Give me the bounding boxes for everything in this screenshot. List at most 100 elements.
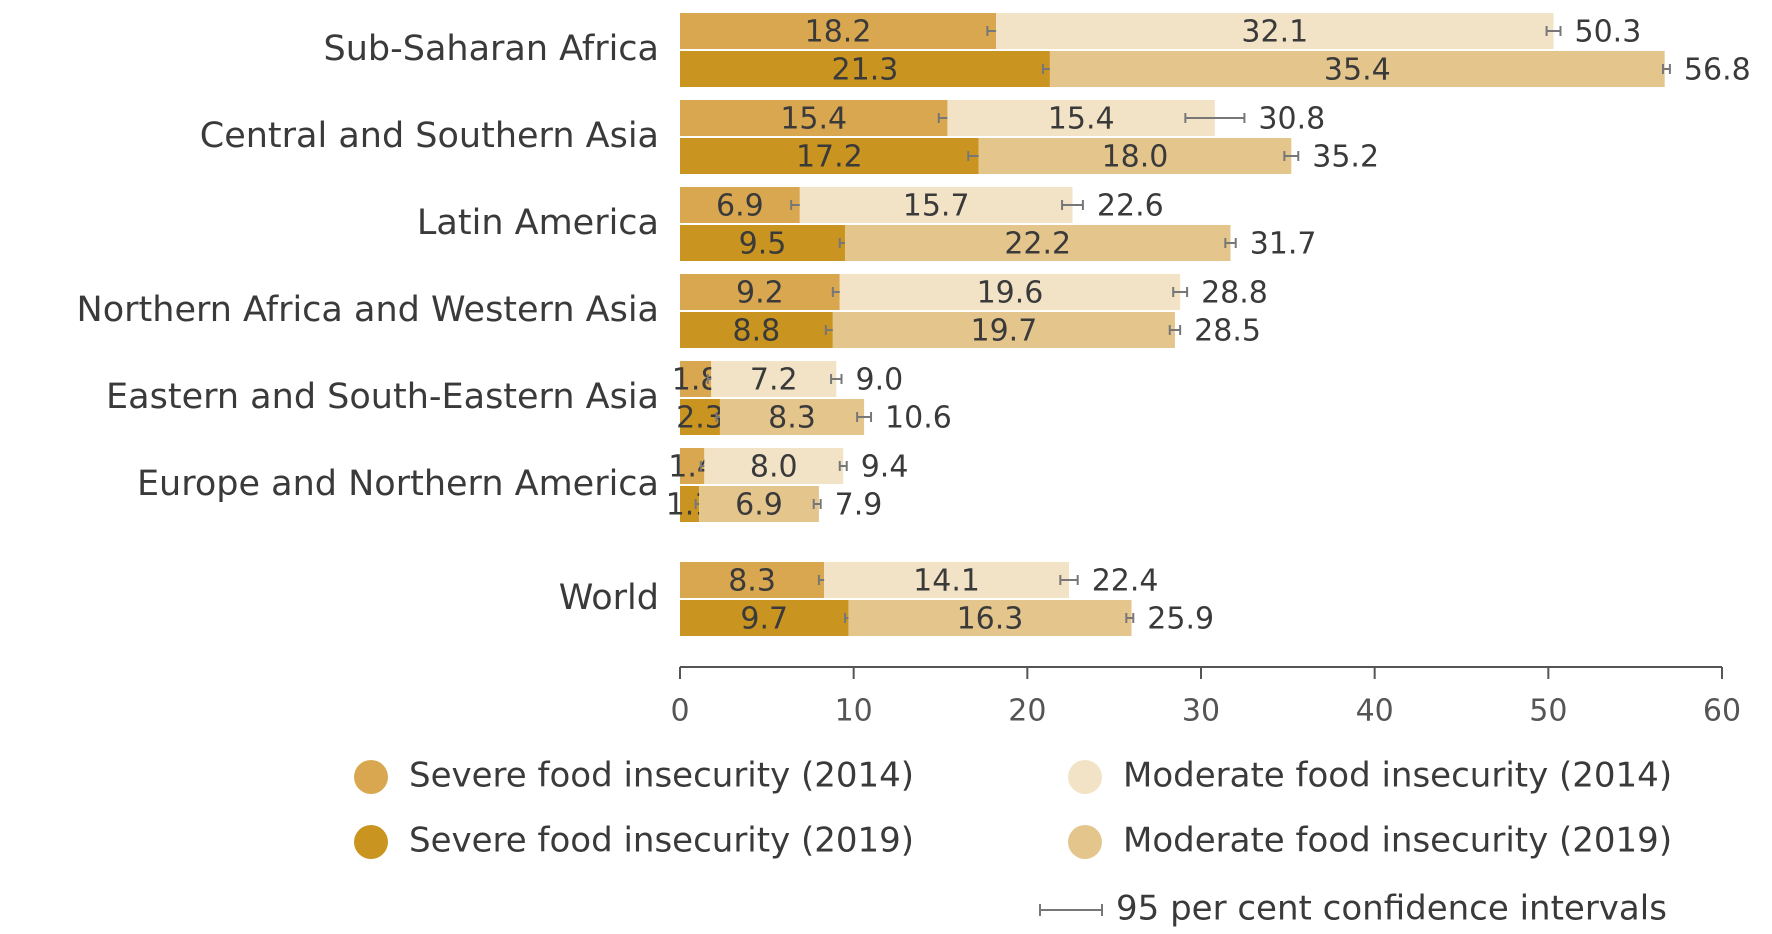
error-bar <box>830 374 843 384</box>
bar-segment <box>680 361 712 397</box>
legend-swatch <box>354 825 388 859</box>
legend-swatch <box>1068 760 1102 794</box>
bar-segment <box>680 225 845 261</box>
legend-label: 95 per cent confidence intervals <box>1116 889 1667 929</box>
error-bar <box>838 461 848 471</box>
bar-segment <box>680 600 849 636</box>
value-label: 17.2 <box>796 140 863 175</box>
total-label: 9.0 <box>856 363 904 398</box>
value-label: 6.9 <box>735 488 783 523</box>
value-label: 15.4 <box>1048 102 1115 137</box>
legend-swatch <box>1068 825 1102 859</box>
value-label: 9.5 <box>739 227 787 262</box>
total-label: 9.4 <box>861 450 909 485</box>
error-bar <box>1059 575 1079 585</box>
value-label: 8.0 <box>750 450 798 485</box>
error-bar <box>1061 200 1084 210</box>
value-label: 8.3 <box>728 564 776 599</box>
bar-segment <box>848 600 1132 636</box>
category-label: Central and Southern Asia <box>200 116 659 156</box>
value-label: 8.8 <box>733 314 781 349</box>
total-label: 31.7 <box>1250 227 1317 262</box>
bar-segment <box>680 486 700 522</box>
x-tick-label: 20 <box>1008 694 1046 729</box>
bar-segment <box>680 138 979 174</box>
bar-segment <box>824 562 1070 598</box>
value-label: 35.4 <box>1324 53 1391 88</box>
category-label: World <box>559 578 659 618</box>
value-label: 9.2 <box>736 276 784 311</box>
error-bar <box>1172 287 1189 297</box>
bar-segment <box>680 312 833 348</box>
value-label: 8.3 <box>768 401 816 436</box>
error-bar <box>1224 238 1237 248</box>
bar-segment <box>839 274 1181 310</box>
error-bar <box>1545 26 1562 36</box>
bar-segment <box>832 312 1175 348</box>
bar-segment <box>680 51 1050 87</box>
bar-segment <box>699 486 819 522</box>
legend-label: Moderate food insecurity (2014) <box>1123 756 1672 796</box>
category-label: Sub-Saharan Africa <box>323 29 659 69</box>
bar-segment <box>680 100 948 136</box>
category-label: Eastern and South-Eastern Asia <box>106 377 659 417</box>
bar-segment <box>844 225 1231 261</box>
bar-segment <box>1049 51 1665 87</box>
category-label: Europe and Northern America <box>137 464 659 504</box>
total-label: 56.8 <box>1684 53 1751 88</box>
legend-label: Moderate food insecurity (2019) <box>1123 821 1672 861</box>
bar-segment <box>680 274 840 310</box>
legend-label: Severe food insecurity (2019) <box>409 821 914 861</box>
bar-segment <box>711 361 837 397</box>
bar-segment <box>719 399 865 435</box>
bar-segment <box>704 448 844 484</box>
x-tick-label: 10 <box>835 694 873 729</box>
value-label: 6.9 <box>716 189 764 224</box>
bar-segment <box>996 13 1554 49</box>
error-bar <box>1184 113 1246 123</box>
value-label: 15.4 <box>780 102 847 137</box>
error-bar <box>856 412 873 422</box>
x-tick-label: 0 <box>670 694 689 729</box>
error-bar <box>1661 64 1671 74</box>
error-bar <box>1168 325 1182 335</box>
bar-segment <box>978 138 1292 174</box>
value-label: 16.3 <box>957 602 1024 637</box>
x-tick-label: 50 <box>1529 694 1567 729</box>
value-label: 15.7 <box>903 189 970 224</box>
total-label: 35.2 <box>1312 140 1379 175</box>
legend-label: Severe food insecurity (2014) <box>409 756 914 796</box>
total-label: 28.5 <box>1194 314 1261 349</box>
total-label: 10.6 <box>885 401 952 436</box>
total-label: 28.8 <box>1201 276 1268 311</box>
x-tick-label: 30 <box>1182 694 1220 729</box>
x-tick-label: 40 <box>1356 694 1394 729</box>
category-label: Northern Africa and Western Asia <box>77 290 659 330</box>
error-bar <box>812 499 822 509</box>
legend-swatch <box>354 760 388 794</box>
bar-segment <box>680 187 800 223</box>
value-label: 14.1 <box>913 564 980 599</box>
x-tick-label: 60 <box>1703 694 1741 729</box>
bar-segment <box>680 562 825 598</box>
category-label: Latin America <box>417 203 659 243</box>
value-label: 19.6 <box>977 276 1044 311</box>
bar-segment <box>947 100 1215 136</box>
value-label: 9.7 <box>740 602 788 637</box>
value-label: 18.2 <box>805 15 872 50</box>
error-bar <box>1125 613 1135 623</box>
error-bar <box>1283 151 1300 161</box>
value-label: 7.2 <box>750 363 798 398</box>
bar-segment <box>680 399 720 435</box>
total-label: 22.4 <box>1092 564 1159 599</box>
value-label: 21.3 <box>832 53 899 88</box>
total-label: 30.8 <box>1258 102 1325 137</box>
total-label: 7.9 <box>835 488 883 523</box>
value-label: 18.0 <box>1102 140 1169 175</box>
bar-segment <box>799 187 1073 223</box>
total-label: 22.6 <box>1097 189 1164 224</box>
total-label: 50.3 <box>1574 15 1641 50</box>
value-label: 19.7 <box>970 314 1037 349</box>
total-label: 25.9 <box>1147 602 1214 637</box>
